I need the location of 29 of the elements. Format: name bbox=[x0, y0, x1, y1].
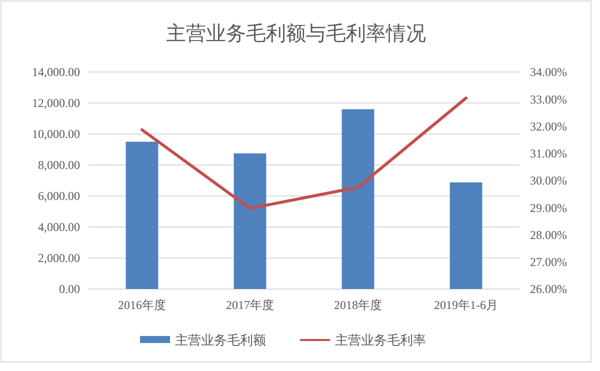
y-tick-label: 8,000.00 bbox=[38, 158, 80, 172]
y-tick-label: 14,000.00 bbox=[32, 65, 80, 80]
y-tick-label: 12,000.00 bbox=[32, 96, 80, 110]
bar bbox=[450, 182, 482, 289]
y2-tick-label: 28.00% bbox=[530, 228, 567, 242]
y-tick-label: 2,000.00 bbox=[38, 251, 80, 266]
x-tick-label: 2016年度 bbox=[118, 298, 166, 312]
y2-tick-label: 33.00% bbox=[530, 92, 567, 106]
y2-tick-label: 26.00% bbox=[530, 282, 567, 296]
y-tick-label: 10,000.00 bbox=[32, 127, 80, 142]
bar bbox=[234, 153, 266, 289]
legend-label: 主营业务毛利额 bbox=[175, 332, 266, 349]
bar bbox=[342, 109, 374, 289]
y2-tick-label: 27.00% bbox=[530, 255, 567, 270]
legend-label: 主营业务毛利率 bbox=[335, 332, 426, 349]
x-tick-label: 2017年度 bbox=[226, 298, 274, 312]
y2-tick-label: 34.00% bbox=[530, 65, 567, 80]
y2-tick-label: 32.00% bbox=[530, 119, 567, 134]
y-tick-label: 6,000.00 bbox=[38, 189, 80, 204]
y-tick-label: 0.00 bbox=[59, 282, 80, 296]
y2-tick-label: 29.00% bbox=[530, 200, 567, 215]
bar bbox=[126, 142, 158, 289]
x-tick-label: 2018年度 bbox=[334, 298, 382, 312]
chart-title: 主营业务毛利额与毛利率情况 bbox=[166, 21, 426, 45]
y2-tick-label: 30.00% bbox=[530, 174, 567, 188]
x-tick-label: 2019年1-6月 bbox=[434, 298, 498, 312]
y2-tick-label: 31.00% bbox=[530, 146, 567, 161]
y-tick-label: 4,000.00 bbox=[38, 220, 80, 234]
line-series bbox=[140, 96, 468, 210]
